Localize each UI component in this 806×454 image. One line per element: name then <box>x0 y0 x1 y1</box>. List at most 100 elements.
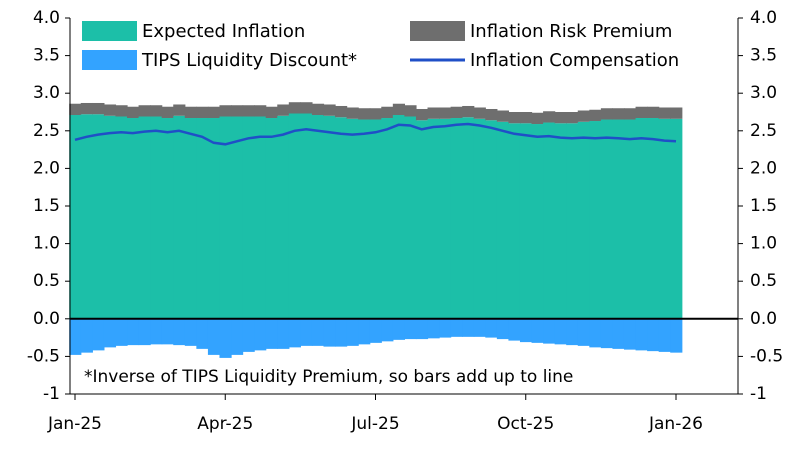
line <box>74 122 677 146</box>
bar <box>150 105 163 117</box>
bar <box>554 123 567 319</box>
x-tick-label: Jul-25 <box>350 414 399 434</box>
bar <box>381 118 394 319</box>
bar <box>80 114 93 319</box>
bar <box>219 105 232 117</box>
bar <box>173 115 186 319</box>
bar <box>623 119 637 319</box>
bar <box>242 116 255 319</box>
bar <box>207 318 221 355</box>
bar <box>531 124 544 319</box>
bar <box>519 112 533 124</box>
bar <box>392 318 405 340</box>
bar <box>566 123 579 319</box>
bar <box>311 318 325 346</box>
bar <box>138 116 151 319</box>
bar <box>92 114 105 319</box>
bar <box>635 106 648 119</box>
bar <box>196 118 209 319</box>
bar <box>485 120 498 319</box>
bar <box>196 106 209 119</box>
bar <box>173 104 186 116</box>
y2-tick-label: 3.5 <box>750 46 777 66</box>
bar <box>670 318 683 353</box>
bar <box>161 318 174 345</box>
bar <box>577 318 590 346</box>
bar <box>242 318 255 352</box>
y-tick-label: 1.5 <box>33 196 60 216</box>
bar <box>150 116 163 319</box>
bar <box>138 105 151 117</box>
bar <box>219 318 232 358</box>
bar <box>207 106 221 119</box>
bar <box>127 318 140 346</box>
bar <box>335 318 348 347</box>
y-tick-label: 3.5 <box>33 46 60 66</box>
bar <box>623 318 637 350</box>
bar <box>300 113 313 319</box>
x-tick-label: Jan-26 <box>648 414 703 434</box>
bar <box>415 318 429 340</box>
bar <box>450 106 463 119</box>
legend-swatch <box>410 21 465 41</box>
bar <box>623 108 637 120</box>
bar <box>323 318 336 347</box>
bar <box>519 318 533 343</box>
bar <box>554 112 567 124</box>
bar <box>184 318 197 346</box>
y-tick-label: 2.5 <box>33 121 60 141</box>
y2-tick-label: 1.5 <box>750 196 777 216</box>
bar <box>589 109 602 122</box>
bar <box>335 117 348 319</box>
bar <box>92 318 105 351</box>
bar <box>184 106 197 119</box>
bar <box>358 108 371 120</box>
bar <box>462 318 475 337</box>
y-tick-label: 1.0 <box>33 234 60 254</box>
bar <box>196 318 209 349</box>
bar <box>485 108 498 121</box>
bar <box>231 318 244 355</box>
bar <box>658 318 671 352</box>
y2-tick-label: 2.0 <box>750 158 777 178</box>
bar <box>358 119 371 319</box>
bar <box>358 318 371 345</box>
bar <box>381 106 394 119</box>
bar <box>231 116 244 319</box>
bar <box>254 105 267 117</box>
bar <box>404 116 417 319</box>
y2-tick-label: 1.0 <box>750 234 777 254</box>
bar <box>92 102 105 115</box>
note-box <box>76 362 692 392</box>
bar <box>288 102 301 114</box>
bar <box>207 118 221 319</box>
legend-swatch <box>82 50 137 70</box>
legend-label: Expected Inflation <box>142 21 305 42</box>
bar <box>415 108 429 121</box>
bar <box>554 318 567 345</box>
bar <box>404 105 417 117</box>
legend-swatch <box>82 21 137 41</box>
bar <box>80 102 93 115</box>
bar <box>404 318 417 340</box>
bar <box>543 318 556 344</box>
bar <box>381 318 394 342</box>
bar <box>427 107 440 119</box>
bar <box>254 116 267 319</box>
bar <box>612 108 625 120</box>
bar <box>288 113 301 319</box>
bar <box>127 106 140 119</box>
bar <box>635 118 648 319</box>
bar <box>265 318 278 349</box>
bar <box>115 105 128 117</box>
bar <box>69 318 82 355</box>
bar <box>173 318 186 346</box>
bar <box>69 115 82 319</box>
bar <box>658 118 671 319</box>
y2-tick-label: 0.5 <box>750 271 777 291</box>
bar <box>115 116 128 319</box>
bar <box>543 111 556 123</box>
bar <box>589 318 602 348</box>
bar <box>612 318 625 349</box>
bar <box>450 318 463 337</box>
